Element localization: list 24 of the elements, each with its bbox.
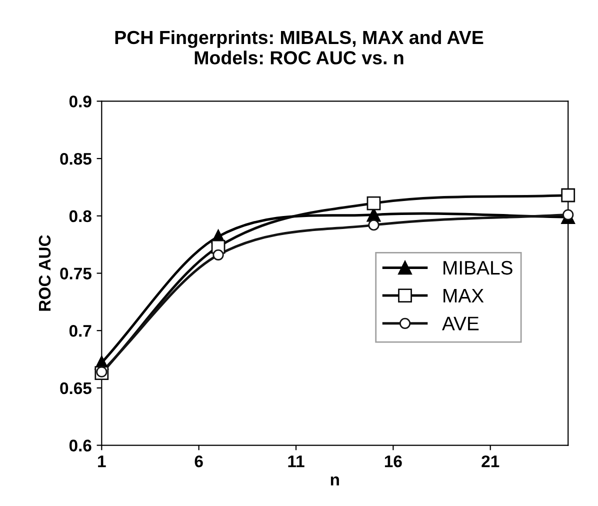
point — [212, 249, 224, 260]
legend-label: MIBALS — [444, 260, 512, 275]
legend-label: MAX — [444, 288, 484, 302]
y-tick-label: 0.85 — [60, 152, 92, 165]
point — [561, 188, 576, 202]
x-tick-label: 21 — [482, 455, 500, 468]
y-tick-label: 0.7 — [69, 324, 92, 337]
chart-title: PCH Fingerprints: MIBALS, MAX and AVE Models: ROC AUC vs. n — [115, 30, 484, 64]
y-tick-label: 0.9 — [69, 96, 92, 108]
y-tick-label: 0.6 — [69, 440, 92, 452]
x-tick-label: 1 — [98, 456, 106, 468]
y-axis-title: ROC AUC — [38, 235, 51, 311]
y-tick-label: 0.65 — [60, 382, 92, 394]
y-tick-label: 0.8 — [69, 210, 92, 222]
point — [368, 220, 380, 231]
y-tick-label: 0.75 — [60, 268, 92, 280]
legend-label: AVE — [442, 316, 479, 330]
x-tick-label: 11 — [288, 456, 304, 468]
point — [562, 209, 574, 220]
x-axis-title: n — [330, 476, 339, 486]
x-tick-label: 6 — [194, 455, 203, 468]
point — [366, 196, 381, 210]
x-tick-label: 16 — [384, 455, 402, 468]
point — [96, 366, 108, 378]
